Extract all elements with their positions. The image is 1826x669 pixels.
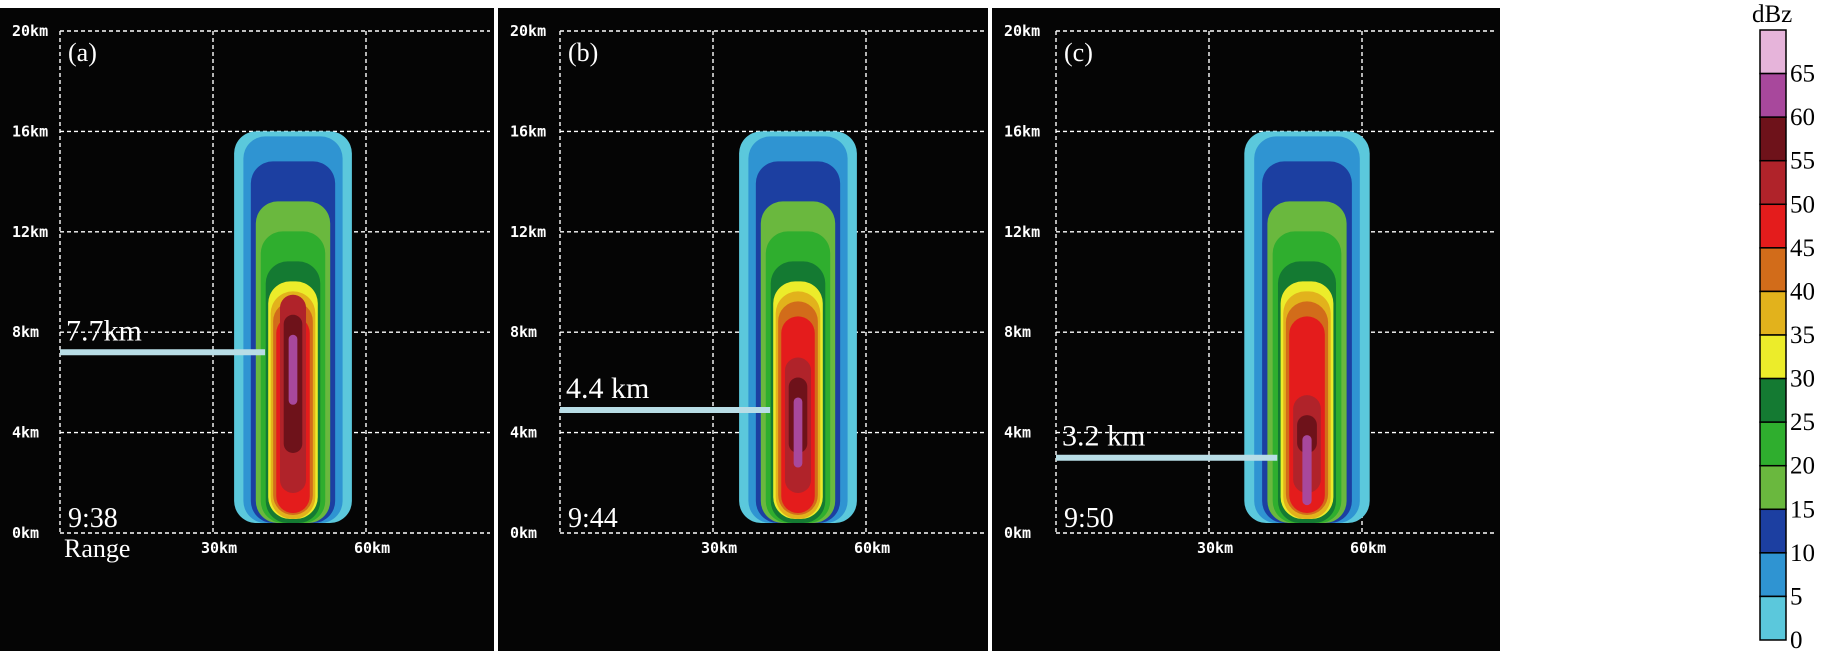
colorbar-swatch [1759,29,1787,75]
colorbar-swatch [1759,334,1787,380]
echo-band [288,334,298,405]
panel-b: 0km 4km 8km 12km 16km 20km 30km 60km 4.4 km (b) 9:… [498,8,988,651]
colorbar-tick-label: 20 [1790,453,1815,480]
y-tick-label: 12km [1004,223,1040,241]
colorbar-swatch [1759,595,1787,641]
y-tick-label: 16km [12,122,48,140]
time-label: 9:38 [68,503,118,534]
colorbar-tick-label: 30 [1790,366,1815,393]
echo-cell [739,131,857,523]
echo-cell [234,131,352,523]
time-label: 9:50 [1064,503,1114,534]
panel-label: (c) [1064,38,1093,67]
x-tick-label: 60km [854,539,890,557]
colorbar-swatch [1759,552,1787,598]
colorbar-tick-label: 10 [1790,540,1815,567]
x-tick-label: 30km [701,539,737,557]
rhi-plot-c: 0km 4km 8km 12km 16km 20km 30km 60km 3.2 km (c) 9:… [1004,22,1496,557]
colorbar-tick-label: 55 [1790,148,1815,175]
colorbar-swatch [1759,508,1787,554]
x-tick-label: 60km [354,539,390,557]
time-label: 9:44 [568,503,618,534]
colorbar-swatch [1759,464,1787,511]
y-tick-label: 12km [12,223,48,241]
colorbar-unit-label: dBz [1752,1,1792,28]
colorbar-tick-label: 0 [1790,627,1803,654]
colorbar-swatch [1759,290,1787,336]
colorbar-swatch [1759,72,1787,118]
x-tick-label: 30km [201,539,237,557]
panel-c: 0km 4km 8km 12km 16km 20km 30km 60km 3.2 km (c) 9:… [992,8,1500,651]
colorbar-tick-label: 35 [1790,322,1815,349]
y-tick-label: 12km [510,223,546,241]
colorbar-swatch [1759,159,1787,206]
colorbar-tick-label: 60 [1790,104,1815,131]
colorbar-swatch [1759,377,1787,423]
colorbar-swatch [1759,203,1787,249]
echo-cell [1244,131,1370,523]
y-tick-label: 0km [510,524,537,542]
panel-label: (b) [568,38,598,67]
y-tick-label: 0km [1004,524,1031,542]
colorbar-swatch [1759,247,1787,293]
grid [59,30,490,534]
colorbar-swatch [1759,116,1787,162]
y-tick-label: 16km [1004,122,1040,140]
panel-label: (a) [68,38,97,67]
level-indicator-text: 4.4 km [566,372,649,405]
range-label: Range [64,534,130,563]
colorbar-tick-label: 25 [1790,409,1815,436]
colorbar-tick-label: 15 [1790,496,1815,523]
echo-band [793,397,803,468]
colorbar-tick-label: 40 [1790,278,1815,305]
echo-band [1302,435,1312,506]
colorbar-tick-label: 45 [1790,235,1815,262]
y-tick-label: 4km [1004,424,1031,442]
y-tick-label: 8km [510,323,537,341]
panel-a: 0km 4km 8km 12km 16km 20km 30km 60km 7.7km (a) 9:3… [0,8,494,651]
y-tick-label: 16km [510,122,546,140]
y-tick-label: 8km [12,323,39,341]
y-tick-label: 4km [510,424,537,442]
rhi-plot-a: 0km 4km 8km 12km 16km 20km 30km 60km 7.7km (a) 9:3… [12,22,490,563]
rhi-plot-b: 0km 4km 8km 12km 16km 20km 30km 60km 4.4 km (b) 9:… [510,22,984,557]
colorbar-tick-label: 50 [1790,191,1815,218]
y-tick-label: 20km [510,22,546,40]
colorbar-tick-label: 5 [1790,583,1803,610]
x-tick-label: 30km [1197,539,1233,557]
y-tick-label: 20km [12,22,48,40]
x-tick-label: 60km [1350,539,1386,557]
dbz-colorbar: dBz 0 5 10 15 20 25 30 35 40 45 50 55 60 65 [1752,1,1815,654]
y-tick-label: 4km [12,424,39,442]
level-indicator-text: 3.2 km [1062,420,1145,453]
colorbar-swatch [1759,421,1787,467]
y-tick-label: 20km [1004,22,1040,40]
y-tick-label: 0km [12,524,39,542]
y-tick-label: 8km [1004,323,1031,341]
level-indicator-text: 7.7km [66,314,142,347]
colorbar-tick-label: 65 [1790,61,1815,88]
echo-band [1297,415,1317,453]
